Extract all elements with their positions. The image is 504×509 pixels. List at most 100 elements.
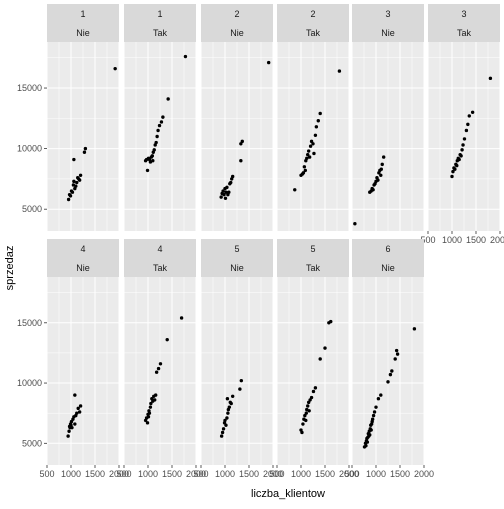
data-point bbox=[224, 190, 228, 194]
data-point bbox=[154, 370, 159, 374]
data-point bbox=[388, 372, 393, 377]
facet-strip-label-top: 3 bbox=[461, 9, 466, 19]
facet-strip-label-top: 3 bbox=[385, 9, 390, 19]
y-axis-title: sprzedaz bbox=[4, 246, 16, 291]
data-point bbox=[371, 413, 376, 418]
facet-strip-label-top: 4 bbox=[157, 244, 162, 254]
facet-strip bbox=[277, 239, 349, 277]
facet-panel: 3 Tak 500 1000 1500 2000 bbox=[420, 4, 504, 245]
data-point bbox=[379, 393, 383, 397]
data-point bbox=[179, 316, 184, 320]
data-point bbox=[374, 405, 378, 409]
facet-strip bbox=[201, 239, 273, 277]
facet-panel: 1 Nie 5000 10000 15000 bbox=[17, 4, 120, 231]
y-tick-label: 5000 bbox=[22, 204, 42, 214]
data-point bbox=[412, 327, 417, 331]
data-point bbox=[161, 115, 165, 119]
facet-panel: 2 Nie bbox=[200, 4, 274, 231]
facet-strip bbox=[47, 239, 119, 277]
data-point bbox=[153, 393, 158, 397]
data-point bbox=[225, 397, 230, 401]
facet-panel: 2 Tak bbox=[276, 4, 350, 231]
facet-strip bbox=[124, 239, 196, 277]
data-point bbox=[83, 146, 88, 151]
data-point bbox=[316, 119, 320, 123]
data-point bbox=[450, 174, 454, 179]
data-point bbox=[393, 357, 397, 361]
data-point bbox=[240, 139, 244, 144]
data-point bbox=[227, 190, 231, 194]
data-point bbox=[66, 434, 70, 438]
y-tick-label: 10000 bbox=[17, 378, 42, 388]
data-point bbox=[147, 411, 152, 415]
facet-strip-label-top: 5 bbox=[310, 244, 315, 254]
data-point bbox=[113, 66, 117, 71]
facet-strip bbox=[352, 4, 424, 42]
facet-panel: 4 Tak 500 1000 1500 2000 bbox=[116, 239, 206, 479]
data-point bbox=[318, 357, 322, 361]
x-tick-label: 1500 bbox=[315, 469, 335, 479]
data-point bbox=[75, 411, 79, 415]
data-point bbox=[390, 369, 394, 373]
y-tick-label: 15000 bbox=[17, 83, 42, 93]
data-point bbox=[221, 189, 225, 193]
data-point bbox=[74, 184, 78, 188]
x-tick-label: 500 bbox=[193, 469, 208, 479]
data-point bbox=[329, 319, 333, 324]
data-point bbox=[381, 155, 386, 159]
facet-strip-label-bottom: Tak bbox=[153, 263, 168, 273]
data-point bbox=[145, 168, 150, 173]
data-point bbox=[66, 197, 71, 202]
data-point bbox=[82, 150, 87, 154]
data-point bbox=[78, 404, 83, 408]
data-point bbox=[303, 168, 308, 173]
data-point bbox=[364, 444, 368, 448]
data-point bbox=[313, 133, 318, 137]
data-point bbox=[301, 171, 306, 175]
facet-strip-label-bottom: Nie bbox=[230, 28, 244, 38]
facet-strip-label-top: 1 bbox=[157, 9, 162, 19]
data-point bbox=[311, 389, 316, 394]
x-tick-label: 1000 bbox=[291, 469, 311, 479]
x-tick-label: 2000 bbox=[186, 469, 206, 479]
data-point bbox=[229, 401, 233, 406]
data-point bbox=[157, 123, 162, 128]
data-point bbox=[318, 111, 322, 116]
x-tick-label: 2000 bbox=[339, 469, 359, 479]
data-point bbox=[306, 404, 310, 408]
x-tick-label: 2000 bbox=[263, 469, 283, 479]
data-point bbox=[313, 386, 318, 390]
data-point bbox=[380, 162, 384, 167]
data-point bbox=[300, 430, 304, 435]
facet-strip-label-bottom: Nie bbox=[230, 263, 244, 273]
data-point bbox=[165, 337, 169, 342]
data-point bbox=[151, 159, 155, 163]
data-point bbox=[149, 401, 153, 406]
y-tick-label: 10000 bbox=[17, 144, 42, 154]
data-point bbox=[306, 149, 311, 153]
facet-panel: 4 Nie 5000 10000 15000 500 1000 1500 2000 bbox=[17, 239, 129, 479]
data-point bbox=[227, 405, 232, 409]
data-point bbox=[73, 393, 77, 397]
data-point bbox=[68, 194, 73, 198]
data-point bbox=[457, 157, 461, 162]
data-point bbox=[323, 346, 327, 350]
y-tick-label: 15000 bbox=[17, 318, 42, 328]
data-point bbox=[73, 422, 77, 426]
data-point bbox=[154, 140, 158, 145]
data-point bbox=[379, 167, 383, 171]
data-point bbox=[312, 151, 316, 156]
data-point bbox=[353, 222, 357, 226]
data-point bbox=[158, 362, 163, 366]
data-point bbox=[221, 427, 226, 431]
x-tick-label: 1000 bbox=[442, 235, 462, 245]
x-tick-label: 500 bbox=[269, 469, 284, 479]
data-point bbox=[166, 97, 170, 101]
facet-strip bbox=[428, 4, 500, 42]
data-point bbox=[223, 196, 228, 200]
data-point bbox=[219, 195, 223, 199]
data-point bbox=[75, 180, 79, 185]
facet-strip-label-top: 6 bbox=[385, 244, 390, 254]
